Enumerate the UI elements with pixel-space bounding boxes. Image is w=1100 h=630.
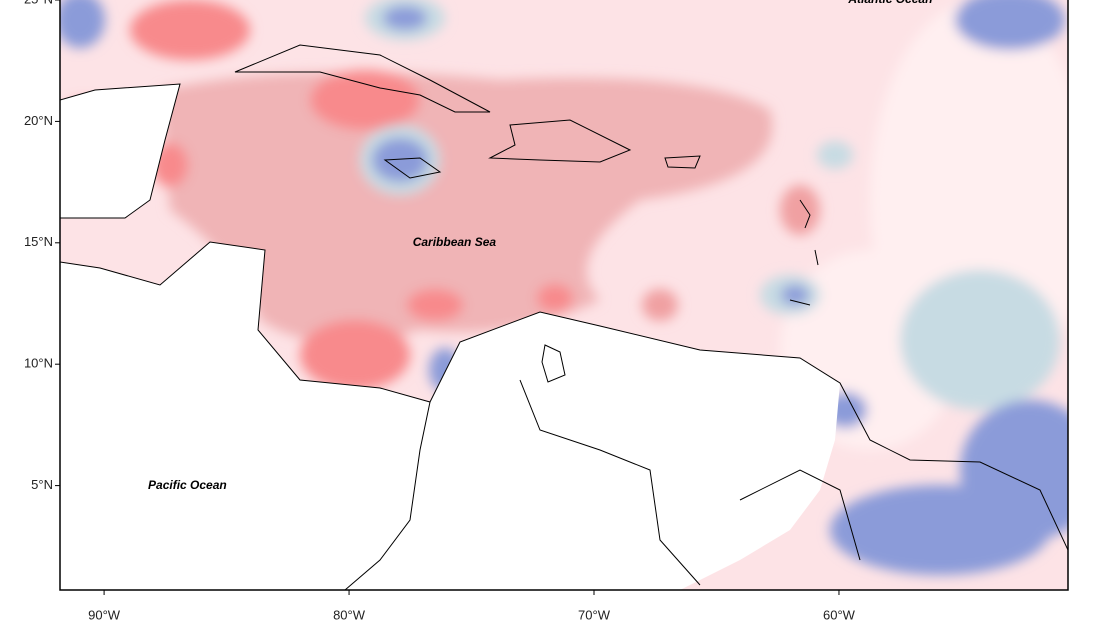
ocean-label: Pacific Ocean (148, 478, 227, 492)
y-tick-label: 15°N (24, 234, 53, 249)
ocean-label: Atlantic Ocean (847, 0, 932, 6)
y-tick-label: 5°N (31, 477, 53, 492)
x-tick-label: 60°W (823, 607, 856, 622)
x-tick-label: 70°W (578, 607, 611, 622)
map-frame (59, 0, 1069, 591)
y-tick-label: 10°N (24, 356, 53, 371)
x-tick-label: 80°W (333, 607, 366, 622)
y-tick-label: 25°N (24, 0, 53, 6)
y-tick-label: 20°N (24, 113, 53, 128)
anomaly-field (60, 0, 1068, 590)
x-tick-label: 90°W (88, 607, 121, 622)
ocean-label: Caribbean Sea (413, 235, 497, 249)
